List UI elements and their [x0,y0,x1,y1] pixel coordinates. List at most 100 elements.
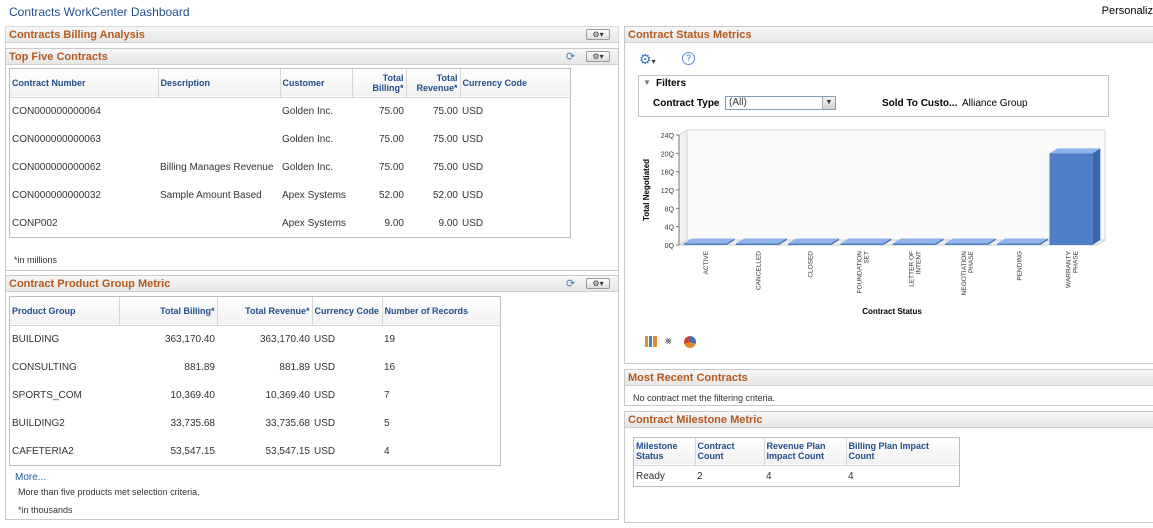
billing-cell: 52.00 [378,189,404,201]
bar-side [831,238,840,245]
billing-cell: 53,547.15 [170,445,216,457]
filters-label[interactable]: Filters [656,78,687,89]
table-header-row: Contract Number Description Customer Tot… [10,69,570,97]
y-tick-label: 12Q [661,188,675,195]
x-tick-label: INTENT [916,251,923,275]
col-total-revenue[interactable]: Total Revenue* [406,69,461,97]
col-billing-plan-impact[interactable]: Billing Plan Impact Count [848,441,930,462]
billing-gear-button[interactable]: ⚙▾ [586,29,610,40]
milestone-status-cell: Ready [636,470,665,482]
contract-link[interactable]: CON000000000063 [12,133,101,145]
bar-side [726,238,735,245]
billing-cell: 33,735.68 [170,417,216,429]
top-five-title: Top Five Contracts [9,51,108,63]
status-metrics-title: Contract Status Metrics [628,29,752,41]
col-product-group[interactable]: Product Group [10,297,120,325]
currency-cell: USD [314,361,336,373]
line-chart-icon[interactable]: ⨳ [665,335,672,347]
bar-top [944,238,996,244]
col-contract-number[interactable]: Contract Number [10,69,159,97]
description-cell: Sample Amount Based [160,189,262,201]
customer-cell: Golden Inc. [282,133,334,145]
y-axis-title: Total Negotiated [642,159,651,221]
x-tick-label: PHASE [1072,250,1079,273]
sold-to-label: Sold To Custo... [882,98,958,109]
customer-cell: Apex Systems [282,189,346,201]
currency-cell: USD [462,105,484,117]
col-revenue-plan-impact[interactable]: Revenue Plan Impact Count [764,438,847,465]
customer-cell: Apex Systems [282,217,346,229]
col-total-revenue[interactable]: Total Revenue* [217,297,313,325]
billing-analysis-title: Contracts Billing Analysis [9,29,145,41]
col-total-billing[interactable]: Total Billing* [119,297,218,325]
recent-contracts-message: No contract met the filtering criteria. [633,393,776,403]
col-description[interactable]: Description [158,69,281,97]
product-gear-button[interactable]: ⚙▾ [586,278,610,289]
chevron-down-icon[interactable]: ▼ [822,97,835,109]
contract-link[interactable]: CONP002 [12,217,58,229]
refresh-icon[interactable]: ⟳ [566,51,576,63]
sold-to-value: Alliance Group [962,98,1028,109]
contract-type-select[interactable]: (All) ▼ [725,96,836,110]
milestone-table: Milestone Status Contract Count Revenue … [634,438,959,487]
billing-cell: 363,170.40 [164,333,215,345]
col-currency-code[interactable]: Currency Code [312,297,383,325]
contract-link[interactable]: CON000000000032 [12,189,101,201]
chart-back-wall [686,129,1106,241]
triangle-down-icon[interactable]: ▼ [643,78,651,87]
y-tick-label: 20Q [661,151,675,158]
billing-plan-cell: 4 [848,470,854,482]
table-row: CON000000000062 Billing Manages Revenue … [10,153,570,181]
milestone-grid [633,437,960,487]
revenue-cell: 75.00 [432,161,458,173]
currency-cell: USD [462,133,484,145]
product-group-cell: SPORTS_COM [12,389,82,401]
col-customer[interactable]: Customer [280,69,353,97]
top-five-pagelet: Top Five Contracts ⟳ ⚙▾ Contract Number … [5,48,619,271]
col-total-billing[interactable]: Total Billing* [352,69,407,97]
bar [1049,153,1093,245]
more-link[interactable]: More... [15,472,47,483]
billing-cell: 75.00 [378,161,404,173]
bar [840,243,884,245]
status-metrics-pagelet: Contract Status Metrics ⚙▾ ? ▼ Filters C… [624,26,1153,364]
table-header-row: Milestone Status Contract Count Revenue … [634,438,959,465]
currency-cell: USD [314,417,336,429]
x-axis-title: Contract Status [862,307,922,316]
x-tick-label: PHASE [968,250,975,273]
recent-contracts-header: Most Recent Contracts [625,370,1153,386]
col-contract-count[interactable]: Contract Count [695,438,765,465]
x-tick-label: CANCELLED [755,251,762,290]
product-group-cell: CONSULTING [12,361,77,373]
pie-chart-icon[interactable] [684,336,696,348]
col-milestone-status[interactable]: Milestone Status [634,438,696,465]
bar-top [683,238,735,244]
product-group-cell: BUILDING2 [12,417,65,429]
contract-link[interactable]: CON000000000062 [12,161,101,173]
top-five-grid [9,68,571,238]
status-bar-chart: 0Q 4Q 8Q 12Q 16Q 20Q 24Q Total Negotiated ACTIVE… [642,129,1107,316]
refresh-icon[interactable]: ⟳ [566,278,576,290]
product-group-title: Contract Product Group Metric [9,278,171,290]
records-cell: 16 [384,361,396,373]
bar-chart-icon[interactable] [645,336,657,347]
bar-side [935,238,944,245]
col-number-of-records[interactable]: Number of Records [384,305,469,316]
bar [892,243,936,245]
customer-cell: Golden Inc. [282,161,334,173]
chart-options-gear-icon[interactable]: ⚙▾ [639,51,656,67]
product-group-header: Contract Product Group Metric ⟳ ⚙▾ [6,276,618,292]
help-icon[interactable]: ? [682,52,695,65]
bar-top [1049,148,1101,154]
personalize-link[interactable]: Personaliz [1101,5,1153,17]
contract-link[interactable]: CON000000000064 [12,105,101,117]
product-group-cell: CAFETERIA2 [12,445,74,457]
bar [944,243,988,245]
top-five-gear-button[interactable]: ⚙▾ [586,51,610,62]
currency-cell: USD [462,161,484,173]
filters-panel: ▼ Filters Contract Type (All) ▼ Sold To … [638,75,1109,117]
col-currency-code[interactable]: Currency Code [462,77,528,88]
product-group-pagelet: Contract Product Group Metric ⟳ ⚙▾ Produ… [5,275,619,520]
y-tick-label: 16Q [661,170,675,177]
billing-cell: 10,369.40 [170,389,216,401]
